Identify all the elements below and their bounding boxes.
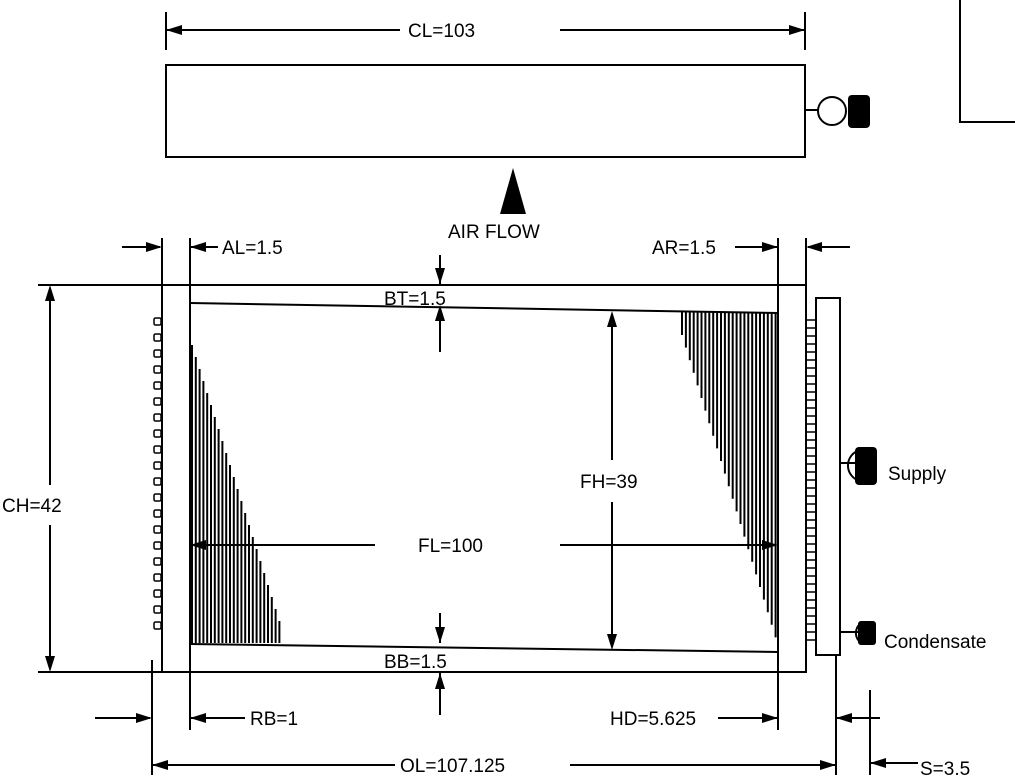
right-tube-stubs (806, 319, 816, 641)
condensate-connection-body (840, 623, 861, 643)
arrowhead (820, 760, 836, 770)
condensate-fitting-cap (858, 621, 876, 645)
partial-view-frame (959, 0, 1015, 123)
arrowhead (45, 285, 55, 301)
label-al: AL=1.5 (222, 238, 283, 259)
label-fl: FL=100 (418, 536, 483, 557)
arrowhead (789, 25, 805, 35)
return-bend (153, 333, 162, 342)
label-bb: BB=1.5 (384, 652, 447, 673)
fin-top-edge (189, 302, 779, 314)
return-bend (153, 621, 162, 630)
label-ol: OL=107.125 (400, 756, 505, 777)
return-bend (153, 477, 162, 486)
arrowhead (762, 713, 778, 723)
coil-front-frame (161, 284, 807, 673)
coil-top-view (165, 64, 806, 158)
label-cl: CL=103 (408, 21, 475, 42)
arrowhead (435, 268, 445, 284)
arrowhead (806, 242, 822, 252)
air-flow-arrow (500, 168, 526, 214)
return-bend (153, 573, 162, 582)
return-bend (153, 413, 162, 422)
top-fitting-cap (848, 95, 870, 128)
label-air-flow-text: AIR FLOW (448, 222, 540, 243)
arrowhead (870, 758, 886, 768)
return-bend (153, 541, 162, 550)
header-pipe (815, 297, 841, 656)
return-bend (153, 509, 162, 518)
return-bend (153, 589, 162, 598)
return-bend (153, 557, 162, 566)
label-fh: FH=39 (580, 472, 638, 493)
arrowhead (607, 311, 617, 327)
arrowhead (762, 540, 778, 550)
return-bend (153, 381, 162, 390)
label-condensate: Condensate (884, 632, 986, 653)
arrowhead (136, 713, 152, 723)
return-bend (153, 365, 162, 374)
fins-right-section (681, 312, 777, 638)
arrowhead (190, 713, 206, 723)
return-bend (153, 461, 162, 470)
label-s: S=3.5 (920, 759, 970, 779)
label-bt: BT=1.5 (384, 289, 446, 310)
label-ch: CH=42 (2, 496, 62, 517)
arrowhead (836, 713, 852, 723)
fin-bottom-edge (189, 643, 779, 653)
return-bend (153, 525, 162, 534)
arrowhead (152, 760, 168, 770)
arrowhead (762, 242, 778, 252)
label-rb: RB=1 (250, 709, 298, 730)
arrowhead (435, 627, 445, 643)
return-bend (153, 493, 162, 502)
label-ar: AR=1.5 (652, 238, 716, 259)
return-bend (153, 445, 162, 454)
arrowhead (435, 305, 445, 321)
arrowhead (607, 634, 617, 650)
return-bend (153, 429, 162, 438)
label-hd: HD=5.625 (610, 709, 696, 730)
arrowhead (166, 25, 182, 35)
arrowhead (190, 540, 206, 550)
fins-left-section (191, 345, 281, 643)
arrowhead (190, 242, 206, 252)
left-return-bends (153, 317, 162, 630)
return-bend (153, 317, 162, 326)
dimension-arrowheads (45, 25, 886, 770)
label-supply: Supply (888, 464, 947, 485)
return-bend (153, 397, 162, 406)
supply-fitting-cap (855, 447, 877, 485)
return-bend (153, 605, 162, 614)
top-connection-circle (817, 96, 847, 126)
arrowhead (45, 656, 55, 672)
return-bend (153, 349, 162, 358)
arrowhead (146, 242, 162, 252)
arrowhead (435, 673, 445, 689)
